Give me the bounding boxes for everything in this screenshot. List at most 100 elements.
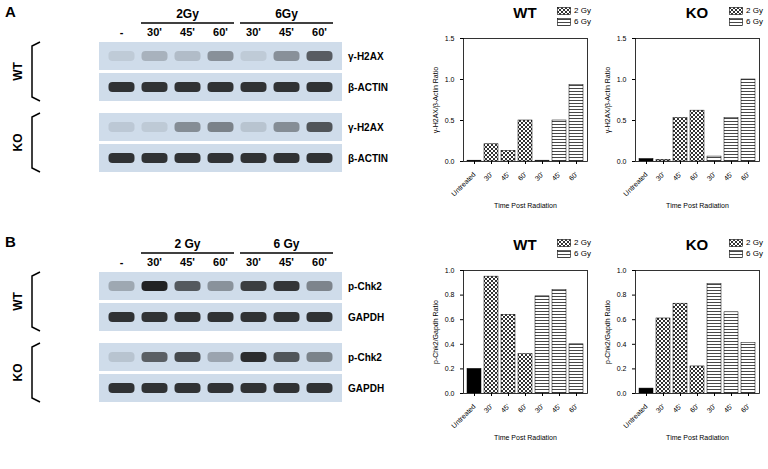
svg-text:45': 45' [279, 256, 294, 268]
svg-text:A: A [5, 3, 16, 20]
svg-text:45': 45' [550, 171, 561, 182]
svg-text:60': 60' [567, 171, 578, 182]
svg-text:0.6: 0.6 [617, 316, 627, 323]
svg-text:0.5: 0.5 [445, 117, 455, 124]
svg-text:γ-H2AX: γ-H2AX [348, 51, 384, 62]
svg-text:γ-H2AX: γ-H2AX [348, 122, 384, 133]
svg-text:45': 45' [722, 171, 733, 182]
svg-text:Time Post Radiation: Time Post Radiation [666, 434, 729, 441]
svg-text:30': 30' [533, 171, 544, 182]
svg-text:30': 30' [654, 403, 665, 414]
svg-text:Untreated: Untreated [622, 403, 649, 430]
svg-text:0.4: 0.4 [617, 341, 627, 348]
svg-text:1.0: 1.0 [445, 267, 455, 274]
svg-text:0.8: 0.8 [445, 291, 455, 298]
html-text:6 Gy: 6 Gy [746, 249, 763, 258]
svg-text:2 Gy: 2 Gy [174, 237, 200, 251]
svg-text:2Gy: 2Gy [176, 7, 199, 21]
svg-text:Time Post Radiation: Time Post Radiation [494, 434, 557, 441]
svg-text:45': 45' [279, 26, 294, 38]
svg-text:30': 30' [246, 26, 261, 38]
html-text:KO: KO [685, 4, 709, 21]
svg-text:0.4: 0.4 [445, 341, 455, 348]
svg-text:6Gy: 6Gy [275, 7, 298, 21]
svg-text:60': 60' [688, 171, 699, 182]
html-text:WT: WT [513, 236, 537, 253]
svg-text:60': 60' [213, 26, 228, 38]
svg-text:-: - [120, 26, 124, 38]
html-text:2 Gy: 2 Gy [574, 238, 591, 247]
svg-text:p-Chk2: p-Chk2 [348, 352, 382, 363]
svg-text:30': 30' [482, 403, 493, 414]
svg-text:60': 60' [516, 403, 527, 414]
svg-text:B: B [5, 233, 16, 250]
svg-text:60': 60' [213, 256, 228, 268]
svg-text:γ-H2AX/β-Actin Ratio: γ-H2AX/β-Actin Ratio [604, 67, 612, 133]
svg-text:30': 30' [246, 256, 261, 268]
svg-text:60': 60' [312, 26, 327, 38]
svg-text:1.0: 1.0 [445, 76, 455, 83]
svg-text:p-Chk2: p-Chk2 [348, 281, 382, 292]
svg-text:6 Gy: 6 Gy [273, 237, 299, 251]
svg-text:45': 45' [550, 403, 561, 414]
svg-text:0.8: 0.8 [617, 291, 627, 298]
svg-text:30': 30' [705, 171, 716, 182]
svg-text:GAPDH: GAPDH [348, 383, 384, 394]
svg-text:30': 30' [533, 403, 544, 414]
svg-text:β-ACTIN: β-ACTIN [348, 153, 388, 164]
svg-text:45': 45' [180, 256, 195, 268]
svg-text:60': 60' [739, 403, 750, 414]
html-text:2 Gy: 2 Gy [574, 6, 591, 15]
svg-text:WT: WT [11, 62, 25, 81]
svg-text:Untreated: Untreated [622, 171, 649, 198]
svg-text:45': 45' [722, 403, 733, 414]
svg-text:45': 45' [671, 403, 682, 414]
svg-text:30': 30' [654, 171, 665, 182]
svg-text:45': 45' [499, 171, 510, 182]
svg-text:0.2: 0.2 [617, 365, 627, 372]
svg-text:β-ACTIN: β-ACTIN [348, 82, 388, 93]
html-text:6 Gy: 6 Gy [746, 17, 763, 26]
svg-text:0.6: 0.6 [445, 316, 455, 323]
svg-text:KO: KO [11, 134, 25, 152]
svg-text:60': 60' [688, 403, 699, 414]
svg-text:0.2: 0.2 [445, 365, 455, 372]
svg-text:GAPDH: GAPDH [348, 312, 384, 323]
svg-text:1.0: 1.0 [617, 267, 627, 274]
svg-text:γ-H2AX/β-Actin Ratio: γ-H2AX/β-Actin Ratio [432, 67, 440, 133]
svg-text:KO: KO [11, 364, 25, 382]
svg-text:30': 30' [147, 26, 162, 38]
svg-text:Untreated: Untreated [450, 403, 477, 430]
svg-text:0.5: 0.5 [617, 117, 627, 124]
svg-text:0.0: 0.0 [617, 158, 627, 165]
html-text:2 Gy: 2 Gy [746, 238, 763, 247]
svg-text:1.5: 1.5 [445, 35, 455, 42]
svg-text:p-Chk2/Gapdh Ratio: p-Chk2/Gapdh Ratio [432, 300, 440, 364]
svg-text:60': 60' [739, 171, 750, 182]
svg-text:30': 30' [147, 256, 162, 268]
html-text:KO: KO [685, 236, 709, 253]
svg-text:0.0: 0.0 [617, 390, 627, 397]
svg-text:60': 60' [312, 256, 327, 268]
svg-text:WT: WT [11, 292, 25, 311]
svg-text:45': 45' [671, 171, 682, 182]
html-text:6 Gy: 6 Gy [574, 249, 591, 258]
html-text:WT: WT [513, 4, 537, 21]
svg-text:45': 45' [180, 26, 195, 38]
svg-text:1.0: 1.0 [617, 76, 627, 83]
svg-text:60': 60' [516, 171, 527, 182]
svg-text:Time Post Radiation: Time Post Radiation [494, 202, 557, 209]
svg-text:45': 45' [499, 403, 510, 414]
svg-text:0.0: 0.0 [445, 390, 455, 397]
svg-text:60': 60' [567, 403, 578, 414]
svg-text:30': 30' [705, 403, 716, 414]
svg-text:Time Post Radiation: Time Post Radiation [666, 202, 729, 209]
html-text:6 Gy: 6 Gy [574, 17, 591, 26]
svg-text:0.0: 0.0 [445, 158, 455, 165]
svg-text:Untreated: Untreated [450, 171, 477, 198]
svg-text:30': 30' [482, 171, 493, 182]
svg-text:-: - [120, 256, 124, 268]
svg-text:1.5: 1.5 [617, 35, 627, 42]
svg-text:p-Chk2/Gapdh Ratio: p-Chk2/Gapdh Ratio [604, 300, 612, 364]
html-text:2 Gy: 2 Gy [746, 6, 763, 15]
